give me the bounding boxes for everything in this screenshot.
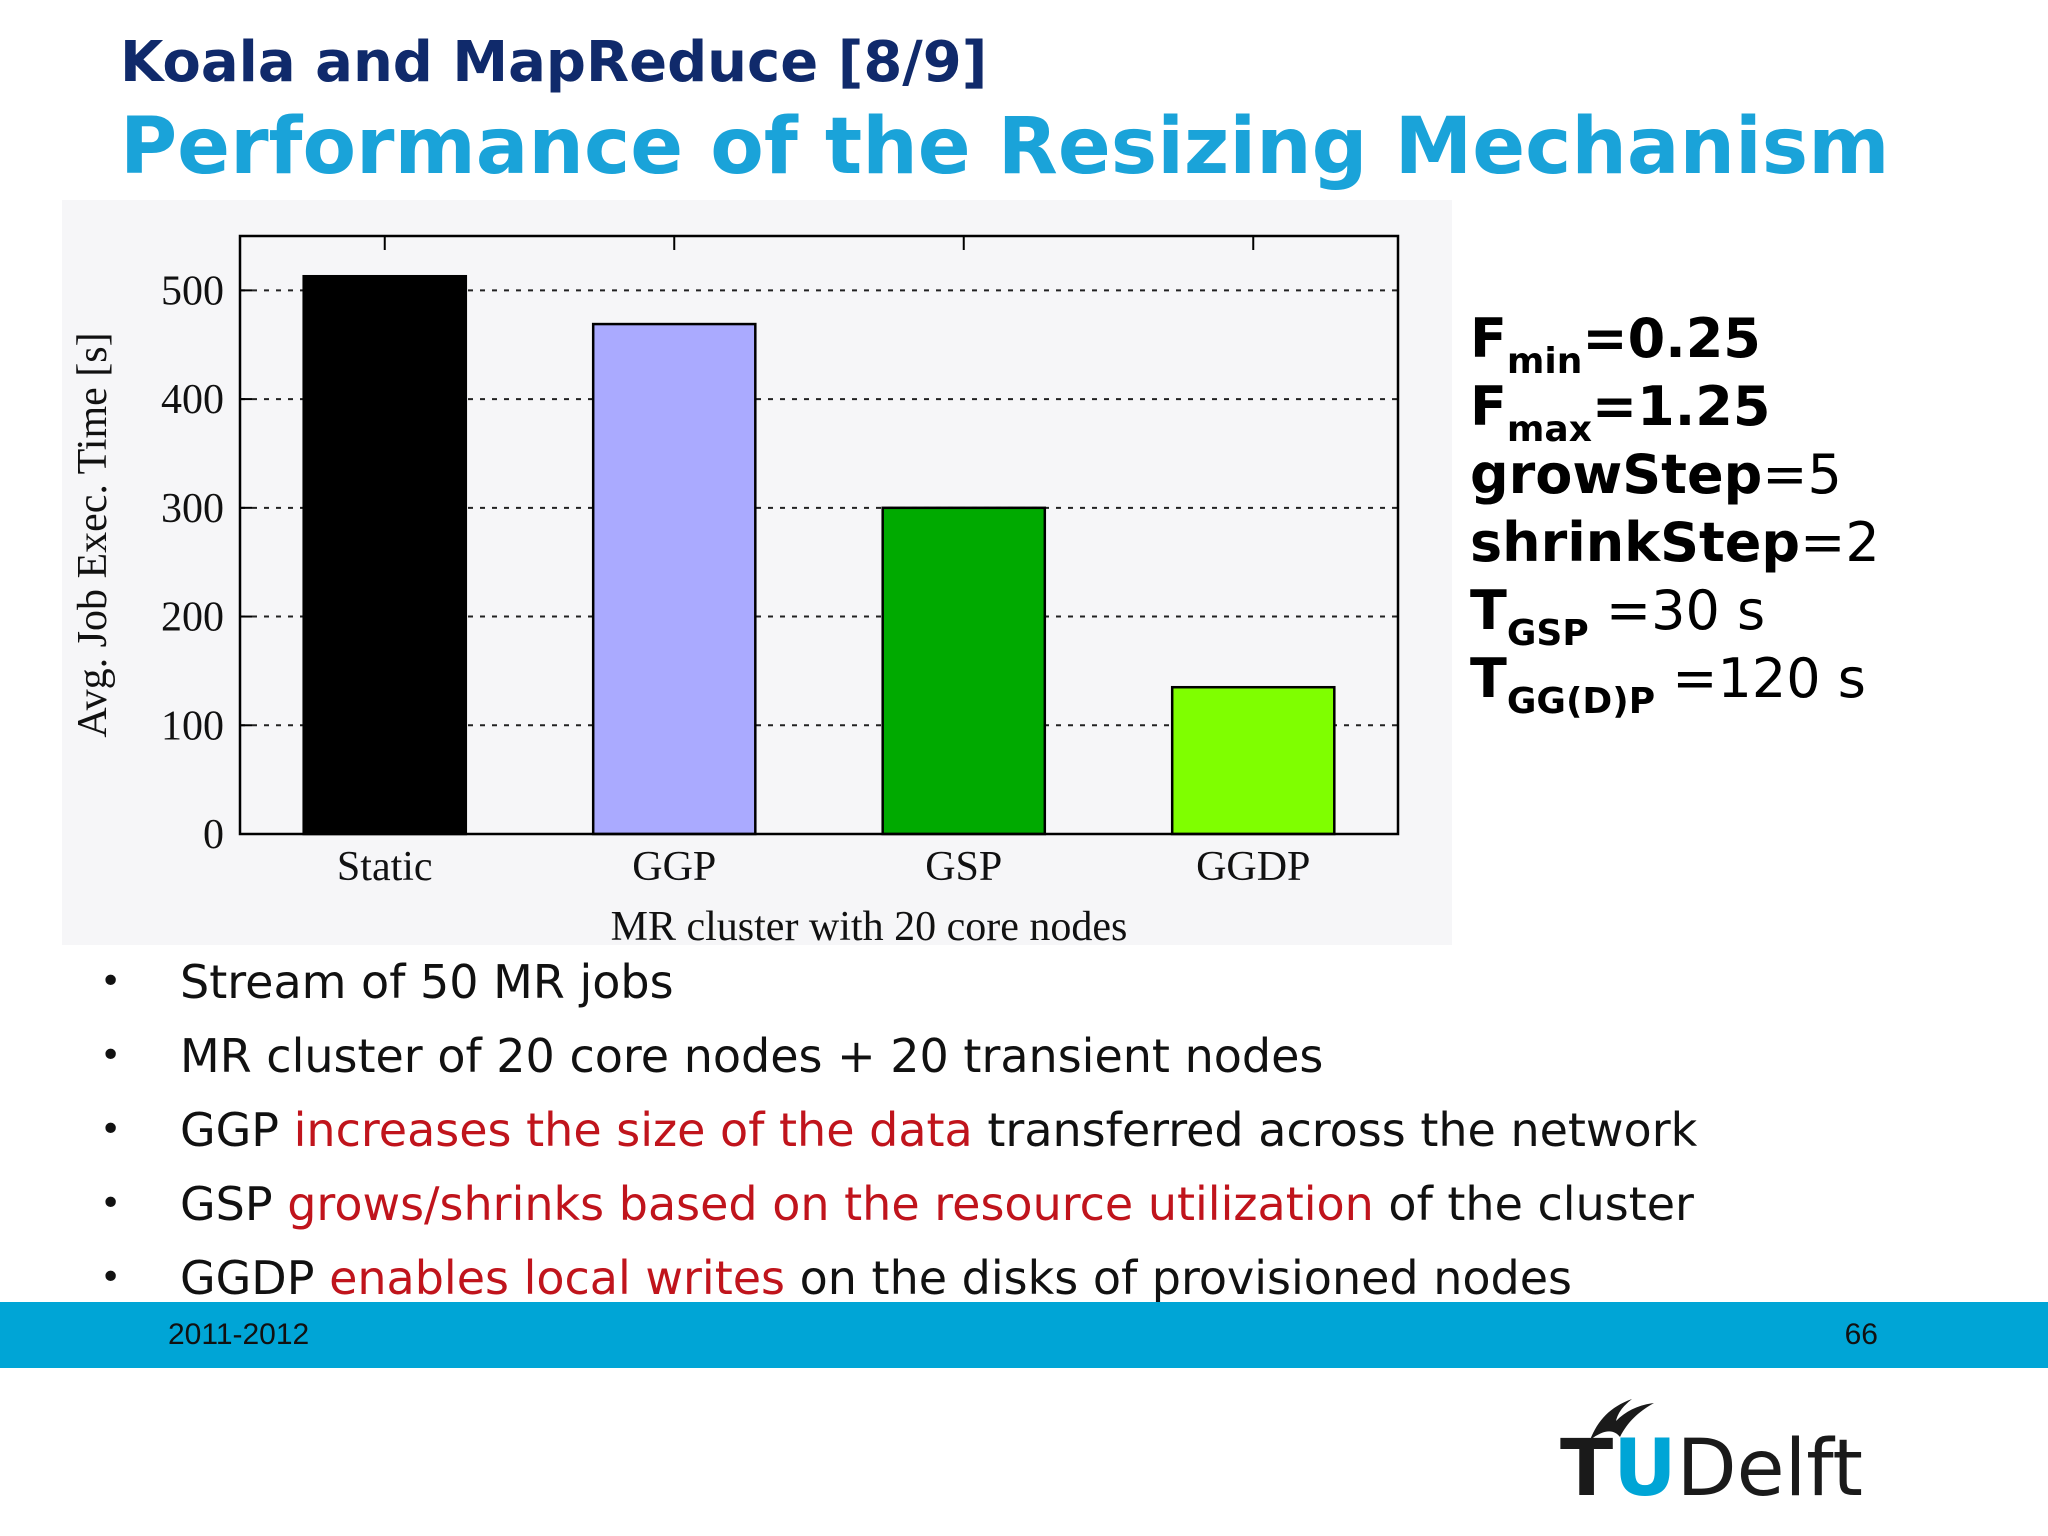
parameter-value: =5 — [1762, 443, 1842, 506]
parameter-line: Fmin=0.25 — [1470, 305, 1880, 382]
parameter-name: F — [1470, 375, 1507, 438]
logo-u: U — [1613, 1424, 1677, 1514]
bullet-item: • GSP grows/shrinks based on the resource… — [100, 1167, 1697, 1241]
bullet-item: • GGP increases the size of the data tran… — [100, 1093, 1697, 1167]
bullet-list: • Stream of 50 MR jobs • MR cluster of 20 c… — [100, 945, 1697, 1315]
parameter-line: growStep=5 — [1470, 441, 1880, 509]
parameter-value: =30 s — [1588, 579, 1766, 642]
slide-subtitle: Koala and MapReduce [8/9] — [120, 30, 988, 95]
flame-icon — [1590, 1399, 1654, 1440]
bullet-highlight: grows/shrinks based on the resource util… — [287, 1177, 1374, 1231]
bullet-text-tail: on the disks of provisioned nodes — [785, 1251, 1572, 1305]
parameter-line: TGG(D)P =120 s — [1470, 645, 1880, 722]
bullet-text: GGDP — [180, 1251, 330, 1305]
parameter-value: =0.25 — [1582, 307, 1761, 370]
parameter-list: Fmin=0.25 Fmax=1.25 growStep=5 shrinkStep=2… — [1470, 305, 1880, 722]
bullet-text: GGP — [180, 1103, 294, 1157]
bullet-item: • MR cluster of 20 core nodes + 20 transi… — [100, 1019, 1697, 1093]
footer-year: 2011-2012 — [168, 1318, 310, 1351]
bullet-item: • Stream of 50 MR jobs — [100, 945, 1697, 1019]
parameter-name: T — [1470, 647, 1507, 710]
bullet-icon: • — [100, 1183, 122, 1224]
bullet-icon: • — [100, 961, 122, 1002]
bar-chart: 0 100 200 300 400 500 Static GGP GSP GGDP MR clust… — [62, 200, 1452, 945]
y-tick-label: 100 — [161, 703, 224, 749]
y-tick-label: 200 — [161, 595, 224, 641]
y-tick-label: 400 — [161, 377, 224, 423]
y-tick-label: 500 — [161, 268, 224, 314]
x-tick-label: GSP — [925, 844, 1002, 890]
bar-ggp — [591, 322, 757, 836]
parameter-name: F — [1470, 307, 1507, 370]
plot-frame — [238, 234, 1400, 836]
parameter-name: growStep — [1470, 443, 1763, 506]
parameter-subscript: min — [1506, 341, 1583, 382]
bar-gsp — [881, 506, 1047, 836]
page-number: 66 — [1844, 1318, 1878, 1351]
parameter-line: shrinkStep=2 — [1470, 509, 1880, 577]
bullet-text: GSP — [180, 1177, 288, 1231]
x-tick-label: GGDP — [1196, 844, 1310, 890]
bullet-text: MR cluster of 20 core nodes + 20 transie… — [180, 1029, 1324, 1083]
slide-title: Performance of the Resizing Mechanism — [120, 102, 1890, 192]
parameter-value: =1.25 — [1591, 375, 1771, 438]
bullet-highlight: increases the size of the data — [293, 1103, 973, 1157]
bullet-text: Stream of 50 MR jobs — [180, 955, 674, 1009]
parameter-value: =120 s — [1655, 647, 1866, 710]
logo-delft: Delft — [1676, 1424, 1863, 1514]
parameter-name: T — [1470, 579, 1507, 642]
x-axis-title: MR cluster with 20 core nodes — [611, 904, 1128, 945]
parameter-subscript: max — [1506, 409, 1592, 450]
x-tick-label: Static — [337, 844, 433, 890]
bullet-icon: • — [100, 1257, 122, 1298]
bar-static — [302, 274, 468, 836]
footer-bar: 2011-2012 66 — [0, 1302, 2048, 1368]
logo-t: T — [1560, 1424, 1614, 1514]
tudelft-logo: TUDelft — [1560, 1385, 1890, 1515]
logo-wordmark: TUDelft — [1560, 1429, 1863, 1509]
bullet-text-tail: transferred across the network — [972, 1103, 1698, 1157]
bullet-icon: • — [100, 1109, 122, 1150]
bullet-text-tail: of the cluster — [1373, 1177, 1694, 1231]
bar-ggdp — [1170, 685, 1336, 836]
parameter-subscript: GSP — [1506, 613, 1589, 654]
parameter-subscript: GG(D)P — [1506, 681, 1656, 722]
y-tick-label: 0 — [203, 812, 224, 858]
bullet-highlight: enables local writes — [329, 1251, 786, 1305]
chart-svg: 0 100 200 300 400 500 Static GGP GSP GGDP MR clust… — [70, 234, 1400, 945]
parameter-name: shrinkStep — [1470, 511, 1801, 574]
parameter-line: Fmax=1.25 — [1470, 373, 1880, 450]
parameter-value: =2 — [1800, 511, 1880, 574]
y-tick-label: 300 — [161, 486, 224, 532]
y-axis-title: Avg. Job Exec. Time [s] — [70, 332, 116, 737]
x-tick-label: GGP — [632, 844, 716, 890]
bullet-icon: • — [100, 1035, 122, 1076]
parameter-line: TGSP =30 s — [1470, 577, 1880, 654]
bullet-item: • GGDP enables local writes on the disks … — [100, 1241, 1697, 1315]
